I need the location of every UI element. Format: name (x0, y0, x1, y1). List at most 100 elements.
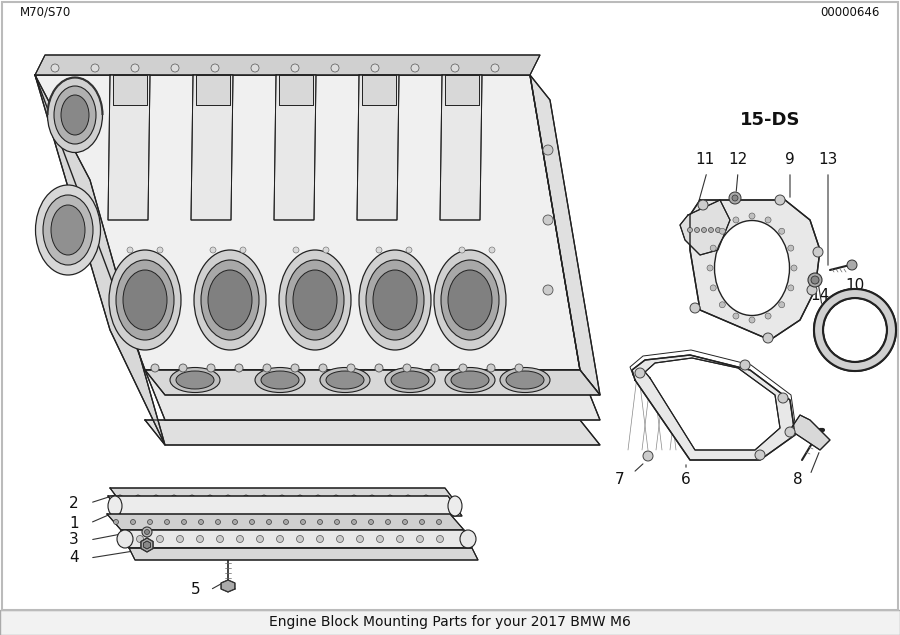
Circle shape (356, 535, 364, 542)
Ellipse shape (61, 95, 89, 135)
Circle shape (261, 495, 267, 501)
Ellipse shape (35, 185, 101, 275)
Circle shape (171, 495, 177, 501)
Circle shape (142, 527, 152, 537)
Circle shape (690, 303, 700, 313)
Ellipse shape (123, 270, 167, 330)
Circle shape (215, 519, 220, 525)
Circle shape (487, 364, 495, 372)
Circle shape (249, 519, 255, 525)
Polygon shape (35, 75, 165, 445)
Circle shape (117, 495, 123, 501)
Circle shape (729, 192, 741, 204)
Circle shape (51, 64, 59, 72)
Polygon shape (113, 75, 147, 105)
Circle shape (419, 519, 425, 525)
Circle shape (808, 273, 822, 287)
Circle shape (131, 64, 139, 72)
Circle shape (765, 217, 771, 223)
Circle shape (171, 64, 179, 72)
Text: 15-DS: 15-DS (740, 111, 800, 129)
Ellipse shape (116, 260, 174, 340)
Circle shape (207, 364, 215, 372)
Circle shape (436, 535, 444, 542)
Ellipse shape (286, 260, 344, 340)
Circle shape (157, 535, 164, 542)
Polygon shape (121, 530, 472, 548)
Circle shape (301, 519, 305, 525)
Circle shape (459, 247, 465, 253)
Ellipse shape (293, 270, 337, 330)
Ellipse shape (255, 368, 305, 392)
Circle shape (176, 535, 184, 542)
Bar (0, 610, 900, 635)
Circle shape (276, 535, 284, 542)
Circle shape (315, 495, 321, 501)
Circle shape (376, 247, 382, 253)
Polygon shape (445, 75, 479, 105)
Ellipse shape (109, 250, 181, 350)
Circle shape (335, 519, 339, 525)
Circle shape (318, 519, 322, 525)
Circle shape (369, 495, 375, 501)
Circle shape (217, 535, 223, 542)
Polygon shape (107, 514, 464, 530)
Circle shape (207, 495, 213, 501)
Circle shape (347, 364, 355, 372)
Circle shape (135, 495, 141, 501)
Circle shape (749, 213, 755, 219)
Circle shape (740, 360, 750, 370)
Circle shape (251, 64, 259, 72)
Circle shape (459, 364, 467, 372)
Circle shape (225, 495, 231, 501)
Circle shape (411, 64, 419, 72)
Circle shape (266, 519, 272, 525)
Ellipse shape (366, 260, 424, 340)
Circle shape (256, 535, 264, 542)
Circle shape (113, 519, 119, 525)
Ellipse shape (373, 270, 417, 330)
Ellipse shape (434, 250, 506, 350)
Circle shape (279, 495, 285, 501)
Circle shape (710, 245, 716, 251)
Ellipse shape (108, 496, 122, 516)
Circle shape (698, 200, 708, 210)
Polygon shape (632, 355, 795, 460)
Circle shape (291, 364, 299, 372)
Text: 12: 12 (728, 152, 748, 168)
Circle shape (643, 451, 653, 461)
Circle shape (719, 228, 725, 234)
Circle shape (431, 364, 439, 372)
Text: 11: 11 (696, 152, 715, 168)
Circle shape (749, 317, 755, 323)
Ellipse shape (54, 86, 96, 144)
Polygon shape (145, 370, 600, 395)
Circle shape (788, 285, 794, 291)
Circle shape (778, 228, 785, 234)
Circle shape (210, 247, 216, 253)
Circle shape (791, 265, 797, 271)
Circle shape (406, 247, 412, 253)
Circle shape (371, 64, 379, 72)
Circle shape (688, 227, 692, 232)
Circle shape (151, 364, 159, 372)
Text: 8: 8 (793, 472, 803, 488)
Circle shape (297, 495, 303, 501)
Polygon shape (108, 75, 150, 220)
Ellipse shape (48, 77, 103, 152)
Circle shape (375, 364, 383, 372)
Circle shape (179, 364, 187, 372)
Circle shape (489, 247, 495, 253)
Text: 1: 1 (69, 516, 79, 530)
Circle shape (701, 227, 706, 232)
Ellipse shape (279, 250, 351, 350)
Circle shape (778, 302, 785, 308)
Ellipse shape (448, 496, 462, 516)
Polygon shape (357, 75, 399, 220)
Text: 10: 10 (845, 277, 865, 293)
Circle shape (319, 364, 327, 372)
Ellipse shape (391, 371, 429, 389)
Circle shape (235, 364, 243, 372)
Circle shape (491, 64, 499, 72)
Circle shape (397, 535, 403, 542)
